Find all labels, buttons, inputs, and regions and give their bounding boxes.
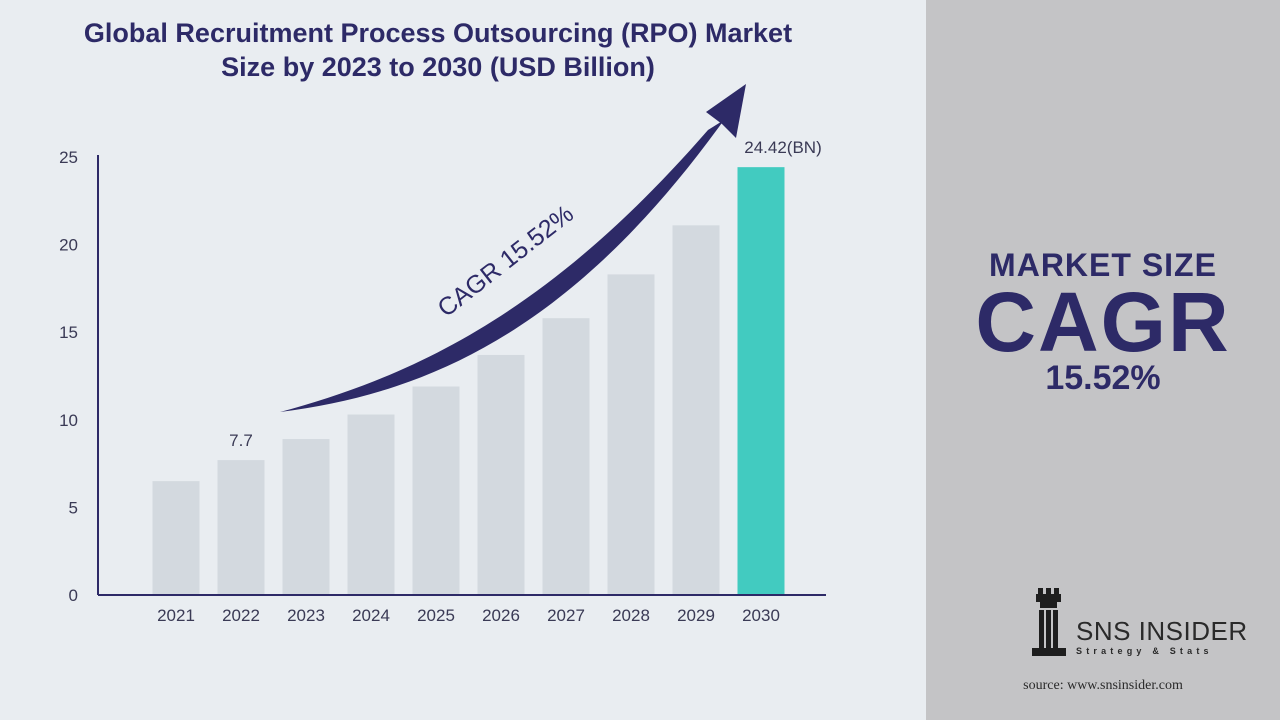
y-tick-label: 25 xyxy=(59,148,78,167)
data-label: 24.42(BN) xyxy=(744,138,821,157)
cagr-arrow-head xyxy=(706,84,746,138)
y-tick-label: 5 xyxy=(69,498,78,517)
y-tick-label: 15 xyxy=(59,323,78,342)
x-tick-label: 2022 xyxy=(222,606,260,625)
cagr-value: 15.52% xyxy=(1045,359,1161,397)
logo-tagline: Strategy & Stats xyxy=(1076,646,1213,656)
chart-title-line1: Global Recruitment Process Outsourcing (… xyxy=(83,18,793,48)
bar-2024 xyxy=(347,414,395,595)
x-tick-label: 2021 xyxy=(157,606,195,625)
x-tick-label: 2024 xyxy=(352,606,390,625)
data-label: 7.7 xyxy=(229,431,253,450)
bar-2021 xyxy=(152,481,200,595)
x-tick-label: 2025 xyxy=(417,606,455,625)
x-tick-label: 2030 xyxy=(742,606,780,625)
bar-2022 xyxy=(217,460,265,595)
y-tick-label: 0 xyxy=(69,586,78,605)
source-text: source: www.snsinsider.com xyxy=(1023,678,1183,693)
bar-2025 xyxy=(412,386,460,595)
bar-2029 xyxy=(672,225,720,595)
bar-2026 xyxy=(477,354,525,595)
cagr-label: CAGR xyxy=(975,275,1231,369)
chess-rook-icon xyxy=(1032,588,1066,656)
cagr-annotation: CAGR 15.52% xyxy=(432,200,578,323)
bar-2027 xyxy=(542,318,590,595)
y-tick-label: 20 xyxy=(59,236,78,255)
chart-title: Global Recruitment Process Outsourcing (… xyxy=(0,16,876,84)
summary-panel: MARKET SIZE CAGR 15.52% SNS INSIDER Stra… xyxy=(926,0,1280,720)
x-tick-label: 2023 xyxy=(287,606,325,625)
market-size-label: MARKET SIZE xyxy=(989,247,1217,283)
x-tick-label: 2026 xyxy=(482,606,520,625)
x-tick-label: 2029 xyxy=(677,606,715,625)
x-tick-label: 2027 xyxy=(547,606,585,625)
bar-2028 xyxy=(607,274,655,595)
logo-name: SNS INSIDER xyxy=(1076,616,1248,646)
chart-title-line2: Size by 2023 to 2030 (USD Billion) xyxy=(221,52,655,82)
bar-2023 xyxy=(282,439,330,595)
x-tick-label: 2028 xyxy=(612,606,650,625)
sns-insider-logo: SNS INSIDER Strategy & Stats xyxy=(1026,588,1256,660)
y-tick-label: 10 xyxy=(59,411,78,430)
bar-2030 xyxy=(737,167,785,595)
